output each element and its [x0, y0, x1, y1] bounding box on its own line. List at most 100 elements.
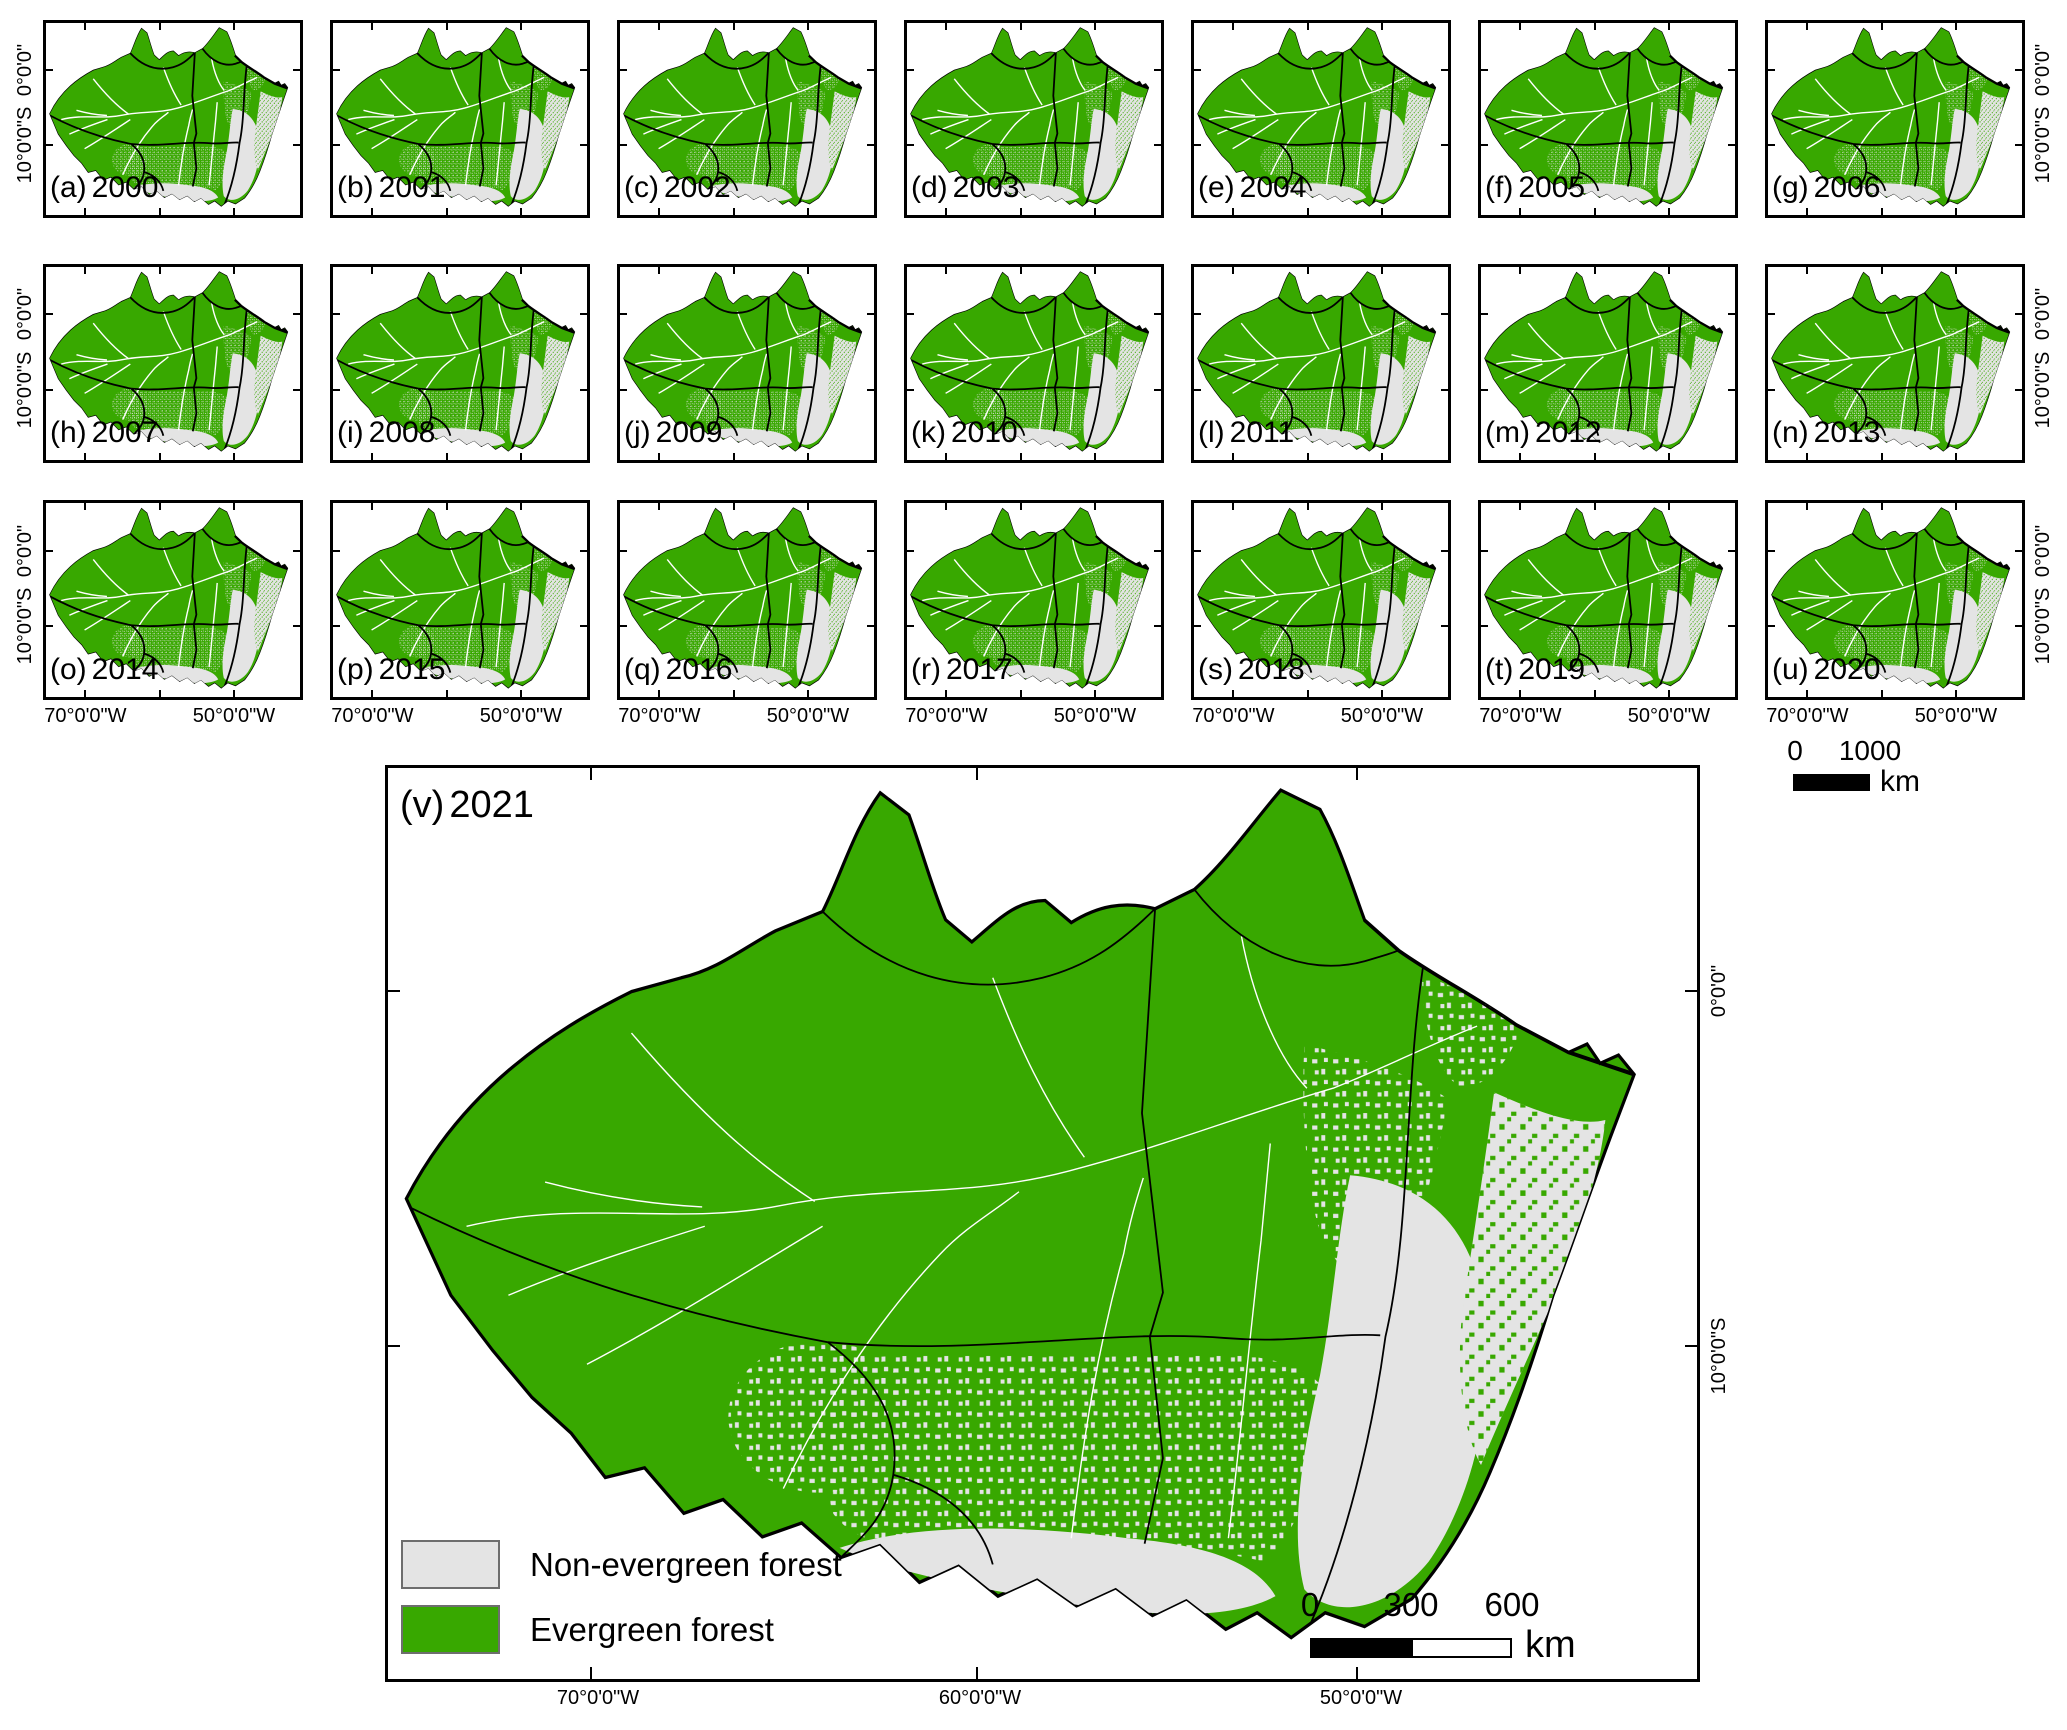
axis-tick	[580, 549, 587, 552]
panel-year: 2018	[1237, 653, 1305, 686]
lon-label: 70°0'0"W	[1479, 705, 1562, 727]
map-panel: (s) 2018 70°0'0"W 50°0'0"W	[1191, 500, 1451, 726]
panel-letter: (g)	[1772, 171, 1809, 204]
axis-tick	[1441, 143, 1448, 146]
panel-label: (h) 2007	[50, 418, 158, 448]
axis-tick	[1881, 208, 1884, 215]
axis-tick	[733, 23, 736, 30]
axis-tick	[1954, 453, 1957, 460]
axis-tick	[1806, 503, 1809, 510]
axis-tick	[1806, 267, 1809, 274]
axis-tick	[1594, 690, 1597, 697]
scalebar-tick-label: 0	[1787, 735, 1803, 766]
axis-tick	[293, 143, 300, 146]
axis-tick	[907, 69, 914, 72]
axis-tick	[1194, 313, 1201, 316]
axis-tick	[1093, 267, 1096, 274]
axis-tick	[1232, 690, 1235, 697]
axis-tick	[1441, 625, 1448, 628]
axis-tick	[1355, 1667, 1358, 1679]
axis-tick	[907, 388, 914, 391]
axis-tick	[2015, 313, 2022, 316]
axis-tick	[1232, 267, 1235, 274]
map-panel: (a) 2000 0°0'0" 10°0'0"S	[14, 20, 303, 218]
axis-tick	[1594, 453, 1597, 460]
axis-tick	[46, 313, 53, 316]
panel-label: (k) 2010	[911, 418, 1018, 448]
panel-letter: (l)	[1198, 416, 1225, 449]
axis-tick	[945, 503, 948, 510]
panel-letter: (h)	[50, 416, 87, 449]
axis-tick	[867, 549, 874, 552]
lat-label: 0°0'0"	[1708, 965, 1730, 1018]
axis-tick	[232, 453, 235, 460]
axis-tick	[446, 690, 449, 697]
legend-item: Evergreen forest	[401, 1605, 842, 1654]
axis-tick	[519, 453, 522, 460]
axis-tick	[293, 313, 300, 316]
panel-label: (t) 2019	[1485, 655, 1585, 685]
axis-tick	[1380, 690, 1383, 697]
axis-tick	[806, 267, 809, 274]
axis-tick	[1380, 503, 1383, 510]
axis-tick	[733, 267, 736, 274]
axis-tick	[519, 23, 522, 30]
map-panel: (h) 2007 0°0'0" 10°0'0"S	[14, 264, 303, 463]
panel-label: (i) 2008	[337, 418, 435, 448]
axis-tick	[293, 625, 300, 628]
axis-tick	[159, 23, 162, 30]
axis-tick	[84, 453, 87, 460]
panel-year: 2005	[1518, 171, 1586, 204]
axis-tick	[1768, 625, 1775, 628]
axis-tick	[1380, 23, 1383, 30]
scalebar-unit: km	[1880, 765, 1920, 798]
axis-tick	[1667, 503, 1670, 510]
axis-tick	[333, 388, 340, 391]
axis-tick	[580, 143, 587, 146]
axis-tick	[159, 453, 162, 460]
lon-label: 50°0'0"W	[479, 705, 563, 727]
panel-label: (j) 2009	[624, 418, 722, 448]
axis-tick	[1154, 625, 1161, 628]
axis-tick	[1154, 549, 1161, 552]
axis-tick	[1481, 313, 1488, 316]
axis-tick	[806, 690, 809, 697]
axis-tick	[1881, 453, 1884, 460]
panel-letter: (f)	[1485, 171, 1514, 204]
panel-year: 2013	[1813, 416, 1881, 449]
axis-tick	[945, 208, 948, 215]
axis-tick	[1020, 23, 1023, 30]
axis-tick	[388, 1345, 400, 1348]
scalebar-tick-label: 1000	[1838, 735, 1902, 766]
axis-tick	[1232, 208, 1235, 215]
axis-tick	[519, 503, 522, 510]
axis-tick	[293, 69, 300, 72]
axis-tick	[371, 503, 374, 510]
axis-tick	[1519, 690, 1522, 697]
lat-label: 0°0'0"	[14, 288, 36, 341]
lat-label: 0°0'0"	[2032, 288, 2054, 341]
panel-year: 2003	[952, 171, 1020, 204]
axis-tick	[1020, 208, 1023, 215]
axis-tick	[46, 388, 53, 391]
axis-tick	[333, 69, 340, 72]
axis-tick	[46, 549, 53, 552]
panel-year: 2010	[950, 416, 1018, 449]
axis-tick	[1594, 23, 1597, 30]
axis-tick	[232, 23, 235, 30]
axis-tick	[1020, 503, 1023, 510]
axis-tick	[907, 143, 914, 146]
panel-label: (s) 2018	[1198, 655, 1305, 685]
axis-tick	[1441, 549, 1448, 552]
axis-tick	[2015, 69, 2022, 72]
axis-tick	[658, 690, 661, 697]
axis-tick	[620, 549, 627, 552]
axis-tick	[446, 503, 449, 510]
panel-letter: (u)	[1772, 653, 1809, 686]
axis-tick	[806, 503, 809, 510]
lon-label: 70°0'0"W	[1766, 705, 1849, 727]
axis-tick	[1355, 768, 1358, 780]
axis-tick	[519, 208, 522, 215]
panel-letter: (q)	[624, 653, 661, 686]
